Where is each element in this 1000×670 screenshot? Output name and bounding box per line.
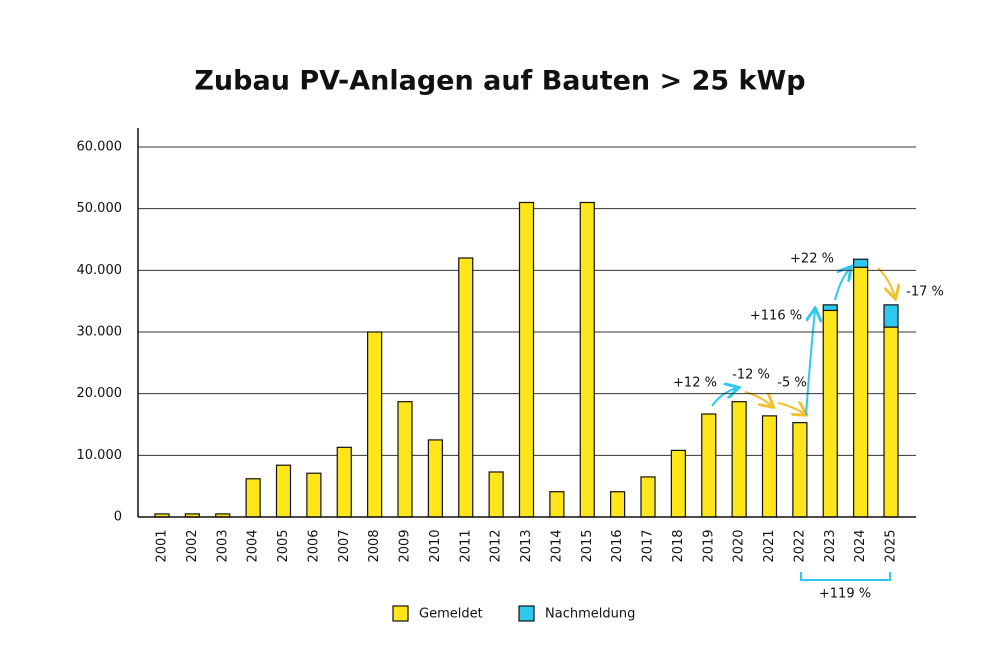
x-tick-label: 2007 bbox=[337, 529, 352, 562]
bar bbox=[275, 464, 292, 518]
legend-label: Gemeldet bbox=[419, 607, 483, 622]
bar bbox=[397, 401, 413, 518]
bracket bbox=[800, 572, 891, 581]
arrow bbox=[711, 388, 737, 407]
x-tick-label: 2006 bbox=[306, 529, 321, 562]
bar bbox=[336, 446, 352, 518]
bar bbox=[792, 422, 808, 518]
x-tick-label: 2011 bbox=[458, 529, 473, 562]
x-tick-label: 2014 bbox=[549, 529, 564, 562]
bar bbox=[245, 478, 261, 518]
arrow bbox=[805, 310, 815, 416]
x-tick-label: 2010 bbox=[428, 529, 443, 562]
bar bbox=[822, 304, 838, 312]
bar bbox=[518, 201, 535, 518]
annotation: +22 % bbox=[790, 252, 834, 267]
annotation: +119 % bbox=[819, 587, 871, 602]
x-tick-label: 2025 bbox=[884, 529, 899, 562]
x-tick-label: 2008 bbox=[367, 529, 382, 562]
x-tick-label: 2013 bbox=[519, 529, 534, 562]
arrow bbox=[777, 403, 805, 414]
bar bbox=[853, 266, 869, 518]
x-tick-label: 2023 bbox=[823, 529, 838, 562]
x-tick-label: 2017 bbox=[641, 529, 656, 562]
x-tick-label: 2020 bbox=[732, 529, 747, 562]
bar bbox=[883, 304, 899, 328]
y-tick-label: 20.000 bbox=[77, 386, 123, 401]
x-tick-label: 2012 bbox=[489, 529, 504, 562]
bar bbox=[367, 331, 383, 518]
bar bbox=[458, 257, 474, 518]
x-tick-label: 2019 bbox=[701, 529, 716, 562]
bar bbox=[853, 258, 869, 268]
x-tick-label: 2018 bbox=[671, 529, 686, 562]
y-tick-label: 50.000 bbox=[77, 201, 123, 216]
y-tick-label: 30.000 bbox=[77, 325, 123, 340]
bar bbox=[579, 201, 595, 518]
x-tick-label: 2016 bbox=[610, 529, 625, 562]
x-tick-label: 2004 bbox=[246, 529, 261, 562]
arrow bbox=[877, 267, 895, 297]
x-tick-label: 2021 bbox=[762, 529, 777, 562]
bar bbox=[640, 476, 656, 518]
x-tick-label: 2015 bbox=[580, 529, 595, 562]
annotation: -12 % bbox=[732, 368, 770, 383]
bar bbox=[306, 472, 322, 518]
x-tick-label: 2005 bbox=[276, 529, 291, 562]
annotation: +12 % bbox=[673, 376, 717, 391]
x-tick-label: 2009 bbox=[398, 529, 413, 562]
y-tick-label: 0 bbox=[114, 510, 122, 525]
annotation: -17 % bbox=[906, 285, 944, 300]
annotation: +116 % bbox=[750, 309, 802, 324]
arrow bbox=[744, 391, 772, 406]
bar bbox=[822, 309, 838, 518]
x-tick-label: 2003 bbox=[215, 529, 230, 562]
bar bbox=[670, 449, 686, 518]
legend-label: Nachmeldung bbox=[545, 607, 635, 622]
bar bbox=[761, 415, 778, 518]
bar bbox=[488, 471, 504, 518]
y-tick-label: 60.000 bbox=[77, 140, 123, 155]
arrow bbox=[834, 268, 850, 301]
x-tick-label: 2024 bbox=[853, 529, 868, 562]
x-tick-label: 2002 bbox=[185, 529, 200, 562]
bar bbox=[427, 439, 443, 518]
y-tick-label: 10.000 bbox=[77, 448, 123, 463]
bar bbox=[883, 326, 899, 518]
y-tick-label: 40.000 bbox=[77, 263, 123, 278]
chart-title: Zubau PV-Anlagen auf Bauten > 25 kWp bbox=[194, 66, 805, 97]
bar bbox=[610, 491, 626, 518]
legend-swatch bbox=[392, 605, 409, 622]
legend-swatch bbox=[518, 605, 535, 622]
bar bbox=[731, 401, 747, 518]
bar bbox=[549, 491, 565, 518]
annotation: -5 % bbox=[777, 376, 806, 391]
x-tick-label: 2001 bbox=[155, 529, 170, 562]
x-tick-label: 2022 bbox=[792, 529, 807, 562]
bar bbox=[701, 413, 717, 518]
